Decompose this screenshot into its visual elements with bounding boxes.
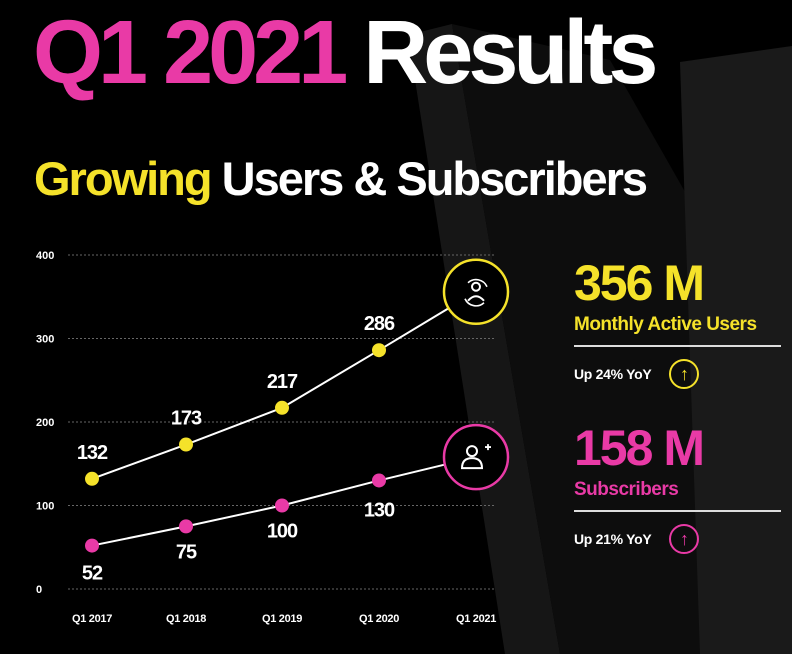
y-tick-label: 200 (36, 417, 54, 429)
yoy-text: Up 21% YoY (574, 531, 652, 547)
data-label: 286 (364, 313, 395, 335)
data-label: 217 (267, 371, 298, 393)
yoy-text: Up 24% YoY (574, 366, 652, 382)
data-point (85, 538, 99, 553)
data-point (372, 473, 386, 488)
background-stripe (680, 46, 792, 654)
x-tick-label: Q1 2020 (359, 613, 399, 625)
stat-value: 158 M (574, 420, 705, 476)
stat-subscribers: 158 M Subscribers Up 21% YoY ↑ (574, 423, 781, 554)
series-line-mau (91, 307, 449, 480)
title-highlight: Q1 2021 (33, 3, 348, 103)
user-add-icon (460, 457, 484, 470)
data-label: 100 (267, 521, 298, 543)
page-title: Q1 2021 Results (33, 8, 658, 98)
line-chart: 0 100 200 300 400 Q1 2017 Q1 2018 Q1 2019 Q1 202… (36, 250, 510, 625)
stat-yoy: Up 24% YoY ↑ (574, 359, 781, 389)
x-tick-label: Q1 2019 (262, 613, 302, 625)
data-label: 173 (171, 408, 202, 430)
series-end-marker (442, 423, 510, 491)
user-refresh-icon (467, 295, 485, 302)
stat-label: Monthly Active Users (574, 314, 757, 335)
data-label: 130 (364, 499, 395, 521)
divider (574, 345, 781, 347)
arrow-up-icon: ↑ (669, 524, 700, 554)
y-tick-label: 100 (36, 501, 54, 513)
divider (574, 510, 781, 512)
user-add-icon (466, 445, 478, 458)
subtitle-highlight: Growing (34, 152, 213, 205)
stat-mau: 356 M Monthly Active Users Up 24% YoY ↑ (574, 258, 781, 389)
x-tick-label: Q1 2017 (72, 613, 112, 625)
y-tick-label: 400 (36, 250, 54, 262)
data-label: 132 (77, 442, 108, 464)
subtitle-rest: Users & Subscribers (221, 152, 648, 205)
data-label: 52 (82, 563, 103, 585)
title-rest: Results (363, 3, 658, 103)
stat-value: 356 M (574, 255, 705, 311)
user-refresh-icon (471, 281, 481, 292)
data-point (275, 400, 289, 415)
x-tick-label: Q1 2021 (456, 613, 496, 625)
x-tick-label: Q1 2018 (166, 613, 206, 625)
user-refresh-icon (464, 278, 488, 307)
data-point (275, 498, 289, 513)
stat-yoy: Up 21% YoY ↑ (574, 524, 781, 554)
data-point (179, 519, 193, 534)
data-point (372, 343, 386, 358)
data-point (85, 471, 99, 486)
y-tick-label: 300 (36, 334, 54, 346)
user-add-icon (485, 444, 491, 451)
data-point (179, 437, 193, 452)
arrow-up-icon: ↑ (669, 359, 700, 389)
y-tick-label: 0 (36, 584, 42, 596)
stat-label: Subscribers (574, 479, 679, 500)
data-label: 75 (176, 541, 197, 563)
page-subtitle: Growing Users & Subscribers (34, 152, 648, 205)
